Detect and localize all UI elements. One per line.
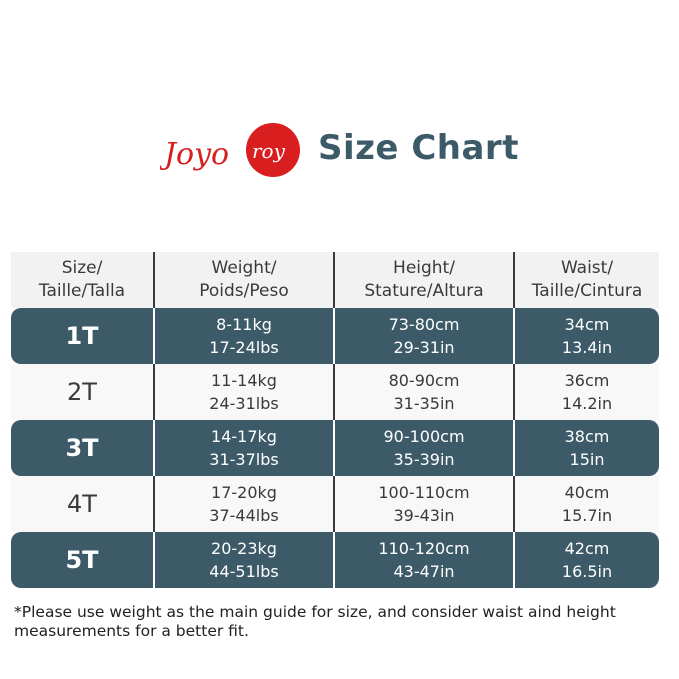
weight-cell: 11-14kg 24-31lbs xyxy=(153,364,333,420)
size-cell: 5T xyxy=(65,545,99,574)
height-cell: 110-120cm 43-47in xyxy=(333,532,513,588)
header-weight: Weight/Poids/Peso xyxy=(153,252,333,308)
svg-text:Joyo: Joyo xyxy=(160,137,229,172)
brand-logo: Joyo roy xyxy=(160,123,300,177)
height-cell: 73-80cm 29-31in xyxy=(333,308,513,364)
weight-cell: 8-11kg 17-24lbs xyxy=(153,308,333,364)
table-row: 1T 8-11kg 17-24lbs 73-80cm 29-31in 34cm 13.… xyxy=(11,308,659,364)
table-row: 3T 14-17kg 31-37lbs 90-100cm 35-39in 38cm 1… xyxy=(11,420,659,476)
size-cell: 2T xyxy=(67,377,97,406)
waist-cell: 40cm 15.7in xyxy=(513,476,659,532)
waist-cell: 42cm 16.5in xyxy=(513,532,659,588)
size-cell: 1T xyxy=(65,321,99,350)
height-cell: 100-110cm 39-43in xyxy=(333,476,513,532)
header-waist: Waist/Taille/Cintura xyxy=(513,252,659,308)
waist-cell: 36cm 14.2in xyxy=(513,364,659,420)
size-table: Size/Taille/Talla Weight/Poids/Peso Heig… xyxy=(11,252,659,588)
weight-cell: 20-23kg 44-51lbs xyxy=(153,532,333,588)
table-row: 4T 17-20kg 37-44lbs 100-110cm 39-43in 40cm… xyxy=(11,476,659,532)
waist-cell: 38cm 15in xyxy=(513,420,659,476)
table-row: 5T 20-23kg 44-51lbs 110-120cm 43-47in 42cm… xyxy=(11,532,659,588)
size-cell: 3T xyxy=(65,433,99,462)
table-row: 2T 11-14kg 24-31lbs 80-90cm 31-35in 36cm 14… xyxy=(11,364,659,420)
header-height: Height/Stature/Altura xyxy=(333,252,513,308)
svg-text:roy: roy xyxy=(252,139,286,163)
height-cell: 80-90cm 31-35in xyxy=(333,364,513,420)
fit-note: *Please use weight as the main guide for… xyxy=(14,603,616,640)
waist-cell: 34cm 13.4in xyxy=(513,308,659,364)
height-cell: 90-100cm 35-39in xyxy=(333,420,513,476)
weight-cell: 14-17kg 31-37lbs xyxy=(153,420,333,476)
size-cell: 4T xyxy=(67,489,97,518)
weight-cell: 17-20kg 37-44lbs xyxy=(153,476,333,532)
page-title: Size Chart xyxy=(318,128,519,168)
header-size: Size/Taille/Talla xyxy=(38,258,126,301)
table-header: Size/Taille/Talla Weight/Poids/Peso Heig… xyxy=(11,252,659,308)
